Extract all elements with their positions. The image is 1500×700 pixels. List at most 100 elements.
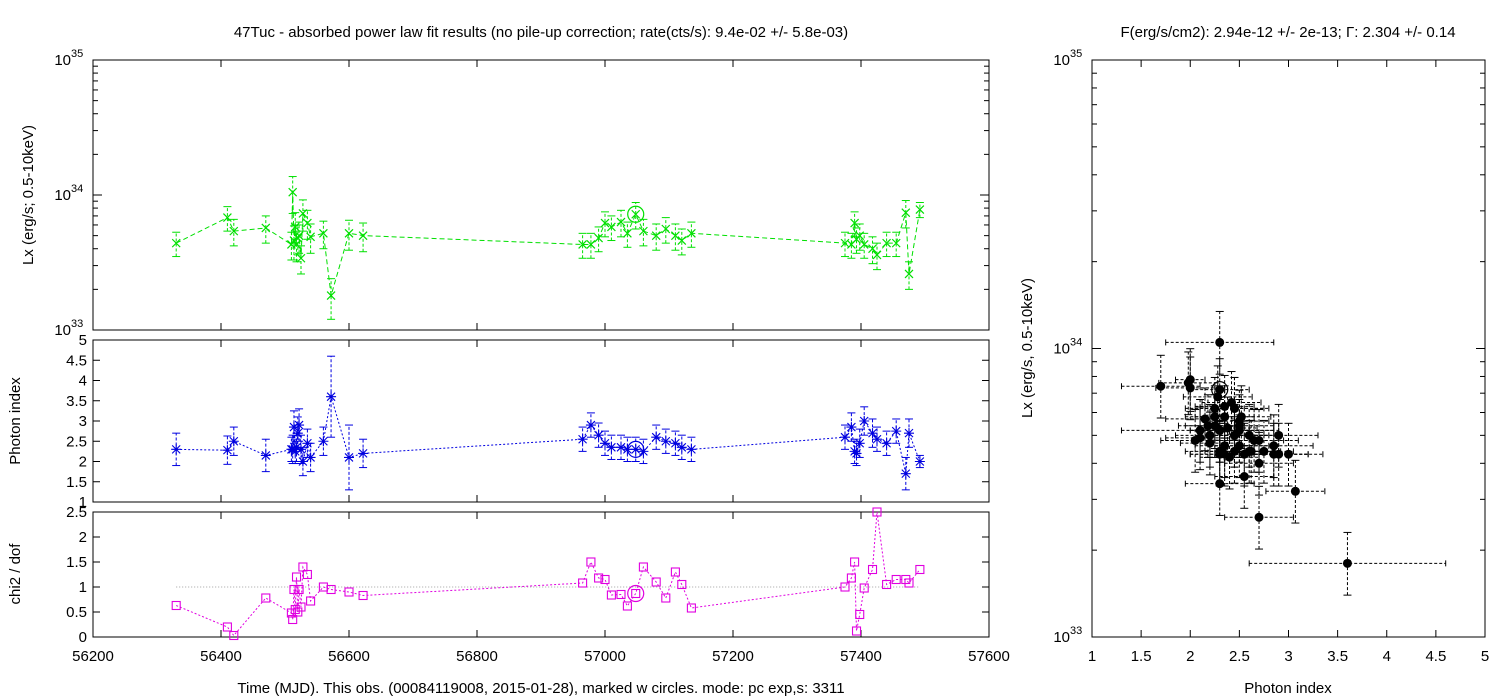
current-observation-marker: [627, 205, 645, 223]
data-point-star: [318, 436, 329, 447]
data-point-x: [294, 231, 304, 241]
y-tick-label: 3.5: [66, 393, 87, 410]
x-tick-label: 2.5: [1229, 648, 1250, 665]
data-point-x: [622, 228, 632, 238]
data-point: [1239, 472, 1249, 482]
data-point-square: [846, 573, 856, 583]
data-point-x: [686, 228, 696, 238]
data-point-star: [660, 436, 671, 447]
data-point-square: [638, 562, 648, 572]
data-point-square: [867, 564, 878, 575]
data-point-x: [344, 228, 354, 238]
y-tick-label: 1: [79, 579, 87, 596]
y-axis-label-chi2: chi2 / dof: [7, 543, 24, 605]
x-tick-label: 56600: [328, 648, 370, 665]
data-point: [1183, 378, 1193, 388]
data-point-star: [881, 438, 892, 449]
y-tick-label: 2.5: [66, 504, 87, 521]
data-point-square: [882, 579, 892, 590]
data-point-star: [867, 428, 878, 439]
plot-frame-photon-index: [92, 339, 990, 503]
data-point-star: [290, 446, 301, 457]
y-tick-label: 2: [79, 529, 87, 546]
data-point-star: [593, 430, 604, 441]
data-point-star: [630, 444, 641, 455]
data-point: [1246, 446, 1256, 456]
data-point: [1259, 446, 1269, 456]
data-point-square: [222, 622, 232, 632]
x-tick-label: 57000: [584, 648, 626, 665]
y-tick-label: 4: [79, 373, 87, 390]
panel-lx-time: 47Tuc - absorbed power law fit results (…: [20, 24, 990, 339]
panel-lx-photon-index: F(erg/s/cm2): 2.94e-12 +/- 2e-13; Γ: 2.3…: [1019, 24, 1489, 697]
data-point: [1220, 412, 1230, 422]
data-point: [1284, 449, 1293, 459]
data-point-x: [586, 240, 596, 249]
data-point-square: [261, 593, 271, 603]
data-point-x: [677, 236, 687, 245]
x-axis-label-time: Time (MJD). This obs. (00084119008, 2015…: [237, 680, 844, 697]
data-point: [1156, 381, 1166, 391]
data-point-square: [661, 593, 671, 603]
data-point-star: [670, 438, 681, 449]
data-point-x: [915, 205, 925, 214]
data-point-x: [901, 208, 911, 218]
y-tick-label: 1: [79, 494, 87, 511]
data-point: [1269, 449, 1279, 459]
data-point-square: [622, 601, 632, 611]
y-axis-label-photon-index: Photon index: [7, 377, 24, 465]
data-point: [1210, 412, 1220, 422]
data-point-square: [293, 607, 303, 617]
data-point: [1220, 441, 1230, 451]
data-point-star: [651, 432, 662, 443]
data-point: [1205, 438, 1215, 448]
data-point-square: [294, 584, 304, 595]
data-point-x: [326, 291, 336, 300]
y-tick-exponent: 33: [71, 318, 83, 330]
y-tick-label: 10: [1053, 52, 1070, 69]
data-point-x: [171, 238, 181, 248]
photon-index-series-group: 1 1.5 2 2.5 3 3.5 4 4.5 5: [66, 332, 990, 511]
y-tick-exponent: 35: [1070, 48, 1082, 60]
x-tick-label: 3: [1284, 648, 1292, 665]
y-tick-label: 0.5: [66, 604, 87, 621]
data-point-square: [302, 569, 312, 580]
data-point-star: [904, 428, 914, 439]
plot-frame-chi2: [92, 511, 990, 638]
data-point: [1205, 430, 1215, 440]
x-tick-label: 56400: [200, 648, 242, 665]
plot-frame-lx: [92, 59, 990, 331]
data-point-square: [171, 600, 181, 611]
x-tick-label: 56200: [72, 648, 114, 665]
data-point: [1227, 397, 1237, 407]
data-point: [1274, 430, 1284, 440]
data-point-x: [868, 244, 877, 254]
x-tick-label: 5: [1481, 648, 1489, 665]
data-point-square: [651, 577, 661, 587]
data-point: [1190, 435, 1200, 445]
data-point-star: [288, 422, 299, 433]
panel-photon-index-time: Photon index 1 1.5 2 2.5 3 3.5 4 4.5 5: [7, 332, 990, 511]
data-point-square: [288, 614, 298, 625]
data-point-x: [594, 233, 604, 243]
data-point-star: [914, 456, 925, 467]
data-point-star: [872, 434, 882, 445]
data-point: [1215, 479, 1225, 489]
y-tick-label: 1.5: [66, 474, 87, 491]
plot-title-right: F(erg/s/cm2): 2.94e-12 +/- 2e-13; Γ: 2.3…: [1120, 24, 1455, 41]
y-axis-label-lx: Lx (erg/s; 0.5-10keV): [20, 125, 37, 265]
data-point-x: [229, 226, 239, 236]
data-point-square: [850, 557, 860, 567]
data-point-x: [222, 213, 232, 223]
data-point-square: [616, 589, 626, 600]
data-point: [1215, 337, 1225, 347]
data-point-star: [344, 452, 354, 463]
data-point-x: [606, 222, 616, 232]
data-point-x: [651, 231, 661, 241]
data-point-star: [171, 444, 182, 455]
chi2-series-line: [176, 511, 921, 637]
data-point-square: [344, 587, 354, 597]
data-point-square: [859, 583, 869, 593]
